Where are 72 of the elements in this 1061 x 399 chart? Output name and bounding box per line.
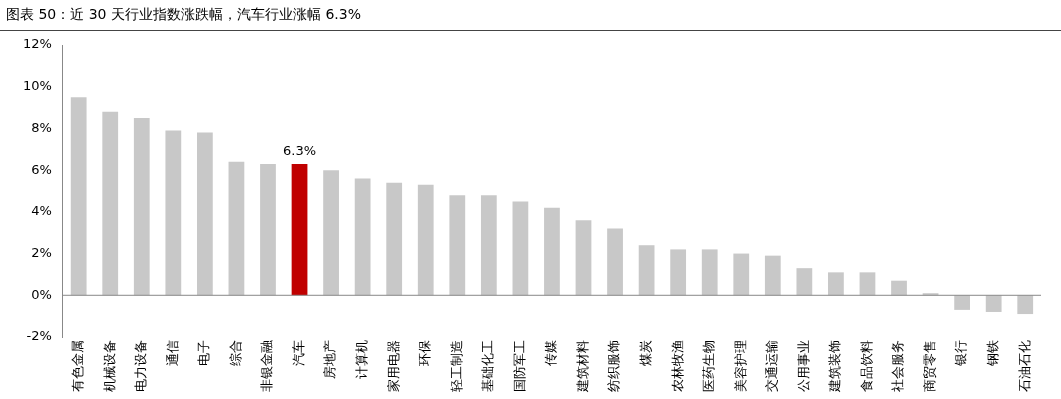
x-tick-label: 电力设备 — [133, 340, 149, 392]
x-tick-label: 综合 — [227, 340, 243, 366]
y-tick-label: 12% — [22, 36, 52, 52]
x-tick-label: 建筑装饰 — [827, 340, 843, 393]
bar — [449, 195, 466, 296]
bar — [291, 163, 308, 296]
bar — [638, 245, 655, 296]
data-label: 6.3% — [283, 142, 317, 158]
bar — [733, 253, 750, 296]
y-tick-label: 6% — [31, 161, 52, 177]
bar — [828, 272, 844, 296]
y-tick-label: 2% — [31, 244, 52, 260]
bar — [670, 249, 687, 296]
bar — [386, 182, 403, 296]
bar — [354, 178, 371, 296]
x-tick-label: 非银金融 — [259, 340, 275, 392]
x-tick-label: 基础化工 — [480, 340, 496, 392]
x-tick-label: 国防军工 — [511, 340, 527, 392]
x-tick-label: 传媒 — [543, 340, 559, 366]
x-tick-label: 交通运输 — [764, 340, 780, 392]
y-tick-label: 0% — [31, 286, 52, 302]
bar — [764, 255, 781, 296]
bar — [1017, 295, 1034, 315]
bar — [796, 268, 813, 296]
x-tick-label: 食品饮料 — [858, 340, 874, 392]
x-tick-label: 家用电器 — [385, 340, 401, 392]
bar — [260, 163, 276, 296]
y-tick-label: 10% — [22, 78, 52, 94]
x-tick-label: 纺织服饰 — [606, 340, 622, 392]
x-tick-label: 社会服务 — [890, 340, 906, 392]
bar — [922, 293, 939, 296]
bar — [165, 130, 182, 296]
x-tick-label: 美容护理 — [732, 340, 748, 392]
x-tick-label: 农林牧渔 — [669, 340, 685, 392]
bar — [701, 249, 718, 296]
bar — [607, 228, 623, 296]
x-tick-label: 机械设备 — [101, 340, 117, 392]
bar — [954, 295, 971, 310]
x-tick-label: 商贸零售 — [921, 340, 937, 392]
x-tick-label: 电子 — [196, 340, 212, 366]
x-tick-label: 钢铁 — [985, 340, 1001, 367]
x-tick-label: 环保 — [417, 340, 433, 366]
x-tick-label: 房地产 — [322, 340, 338, 379]
x-tick-label: 有色金属 — [70, 340, 86, 392]
bar — [70, 97, 87, 296]
y-tick-label: -2% — [26, 328, 52, 344]
bar — [544, 207, 560, 296]
bar — [323, 170, 339, 296]
x-tick-label: 银行 — [953, 340, 969, 367]
bar — [480, 195, 497, 296]
y-tick-label: 8% — [31, 119, 52, 135]
x-tick-label: 煤炭 — [637, 340, 653, 366]
x-tick-label: 轻工制造 — [448, 340, 464, 392]
bar — [196, 132, 213, 296]
bar — [102, 111, 119, 296]
bar — [417, 184, 434, 296]
bar — [512, 201, 529, 296]
x-tick-label: 建筑材料 — [574, 340, 590, 393]
bar — [228, 161, 245, 296]
bar — [859, 272, 876, 296]
y-tick-label: 4% — [31, 203, 52, 219]
bar — [985, 295, 1002, 312]
x-tick-label: 公用事业 — [795, 340, 811, 392]
x-tick-label: 医药生物 — [701, 340, 717, 392]
x-tick-label: 通信 — [164, 340, 180, 366]
chart-title: 图表 50：近 30 天行业指数涨跌幅，汽车行业涨幅 6.3% — [0, 0, 1061, 31]
x-tick-label: 汽车 — [290, 340, 306, 366]
bar — [133, 118, 150, 296]
x-tick-label: 石油石化 — [1016, 340, 1032, 392]
x-tick-label: 计算机 — [354, 340, 370, 379]
bar — [891, 280, 907, 296]
bar — [575, 220, 592, 296]
